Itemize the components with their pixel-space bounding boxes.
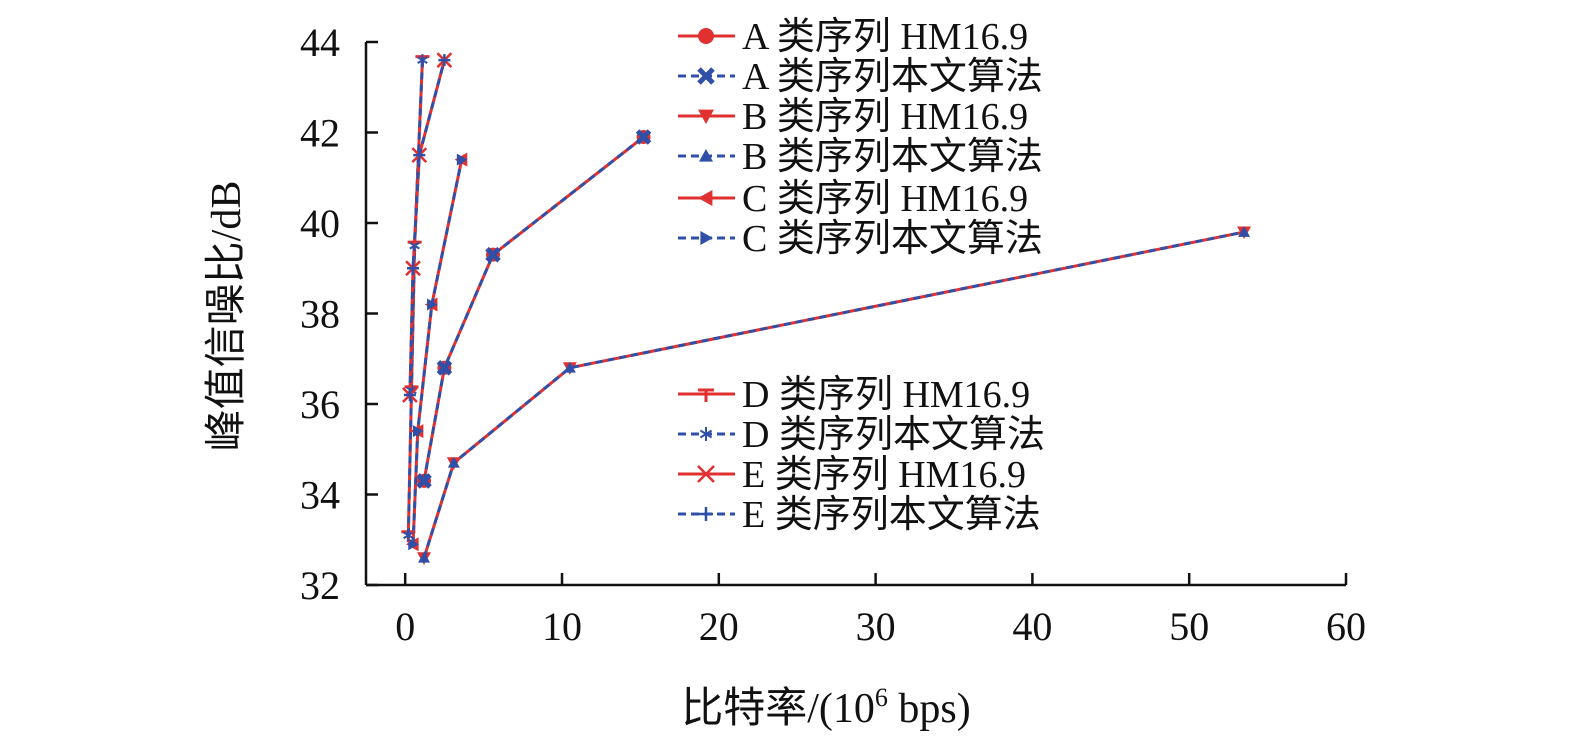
legend-label: A 类序列 HM16.9 [742, 16, 1028, 58]
data-point [698, 388, 714, 402]
x-tick-label: 20 [699, 604, 739, 649]
data-point [403, 529, 414, 542]
legend-entry: C 类序列 HM16.9 [678, 178, 1028, 220]
x-tick-label: 0 [395, 604, 415, 649]
legend-entry: B 类序列本文算法 [678, 136, 1043, 178]
data-point [697, 465, 715, 483]
data-point [698, 109, 714, 124]
legend-label: A 类序列本文算法 [742, 56, 1043, 98]
y-axis-title: 峰值信噪比/dB [204, 181, 250, 452]
legend-entry: A 类序列本文算法 [678, 56, 1043, 98]
legend-entry: D 类序列 HM16.9 [678, 374, 1030, 416]
legend-entry: A 类序列 HM16.9 [678, 16, 1028, 58]
x-axis-title-superscript: 6 [875, 683, 888, 712]
data-point [698, 190, 713, 206]
series-line [408, 59, 446, 395]
x-tick-label: 40 [1012, 604, 1052, 649]
axes: 32 34 36 38 40 42 44 0 10 20 30 40 50 60 [300, 20, 1366, 649]
series-line [422, 230, 1245, 559]
legend-entry: E 类序列 HM16.9 [678, 454, 1026, 496]
data-point [699, 507, 713, 521]
data-point [403, 388, 416, 401]
legend-label: E 类序列 HM16.9 [742, 454, 1026, 496]
x-axis-title: 比特率/(106 bps) [681, 683, 971, 732]
legend-label: E 类序列本文算法 [742, 494, 1041, 536]
data-point [697, 67, 715, 85]
legend-entry: B 类序列 HM16.9 [678, 96, 1028, 138]
y-tick-label: 36 [300, 382, 340, 427]
data-point [408, 538, 420, 551]
data-point [418, 551, 431, 563]
data-point [436, 360, 453, 376]
y-tick-label: 34 [300, 473, 340, 518]
y-tick-label: 38 [300, 292, 340, 337]
y-tick-label: 44 [300, 20, 340, 65]
y-tick-label: 32 [300, 563, 340, 608]
x-axis-title-suffix: bps) [888, 686, 971, 732]
data-point [412, 425, 424, 438]
y-tick-label: 40 [300, 201, 340, 246]
data-point [700, 231, 713, 245]
series-layer [401, 52, 1252, 565]
series-a-ours [416, 129, 652, 489]
legend-entry: D 类序列本文算法 [678, 414, 1045, 456]
data-point [417, 54, 428, 67]
legend-label: D 类序列 HM16.9 [742, 374, 1030, 416]
legend-label: C 类序列本文算法 [742, 218, 1043, 260]
data-point [635, 129, 652, 145]
legend-entry: E 类序列本文算法 [678, 494, 1041, 536]
data-point [416, 473, 432, 489]
data-point [1238, 226, 1251, 237]
data-point [699, 149, 713, 162]
data-point [413, 149, 426, 162]
data-point [407, 262, 420, 275]
x-tick-label: 30 [856, 604, 896, 649]
y-tick-label: 42 [300, 111, 340, 156]
legend-label: B 类序列本文算法 [742, 136, 1043, 178]
data-point [427, 298, 438, 311]
series-line [422, 135, 645, 482]
legend-label: C 类序列 HM16.9 [742, 178, 1028, 220]
data-point [698, 28, 714, 44]
x-tick-label: 50 [1169, 604, 1209, 649]
series-c-ours [408, 153, 468, 551]
x-axis-title-main: 比特率/(10 [681, 685, 875, 732]
data-point [456, 153, 468, 166]
x-tick-label: 10 [542, 604, 582, 649]
data-point [563, 361, 576, 373]
data-point [699, 427, 713, 441]
series-a-hm [417, 130, 651, 488]
legend-label: B 类序列 HM16.9 [742, 96, 1028, 138]
data-point [438, 54, 451, 67]
series-line [411, 159, 464, 545]
series-b-ours [418, 226, 1251, 563]
x-tick-label: 60 [1326, 604, 1366, 649]
data-point [485, 246, 501, 263]
legend-label: D 类序列本文算法 [742, 414, 1045, 456]
data-point [447, 456, 460, 468]
legend-entry: C 类序列本文算法 [678, 218, 1043, 260]
series-e-ours [403, 54, 451, 401]
